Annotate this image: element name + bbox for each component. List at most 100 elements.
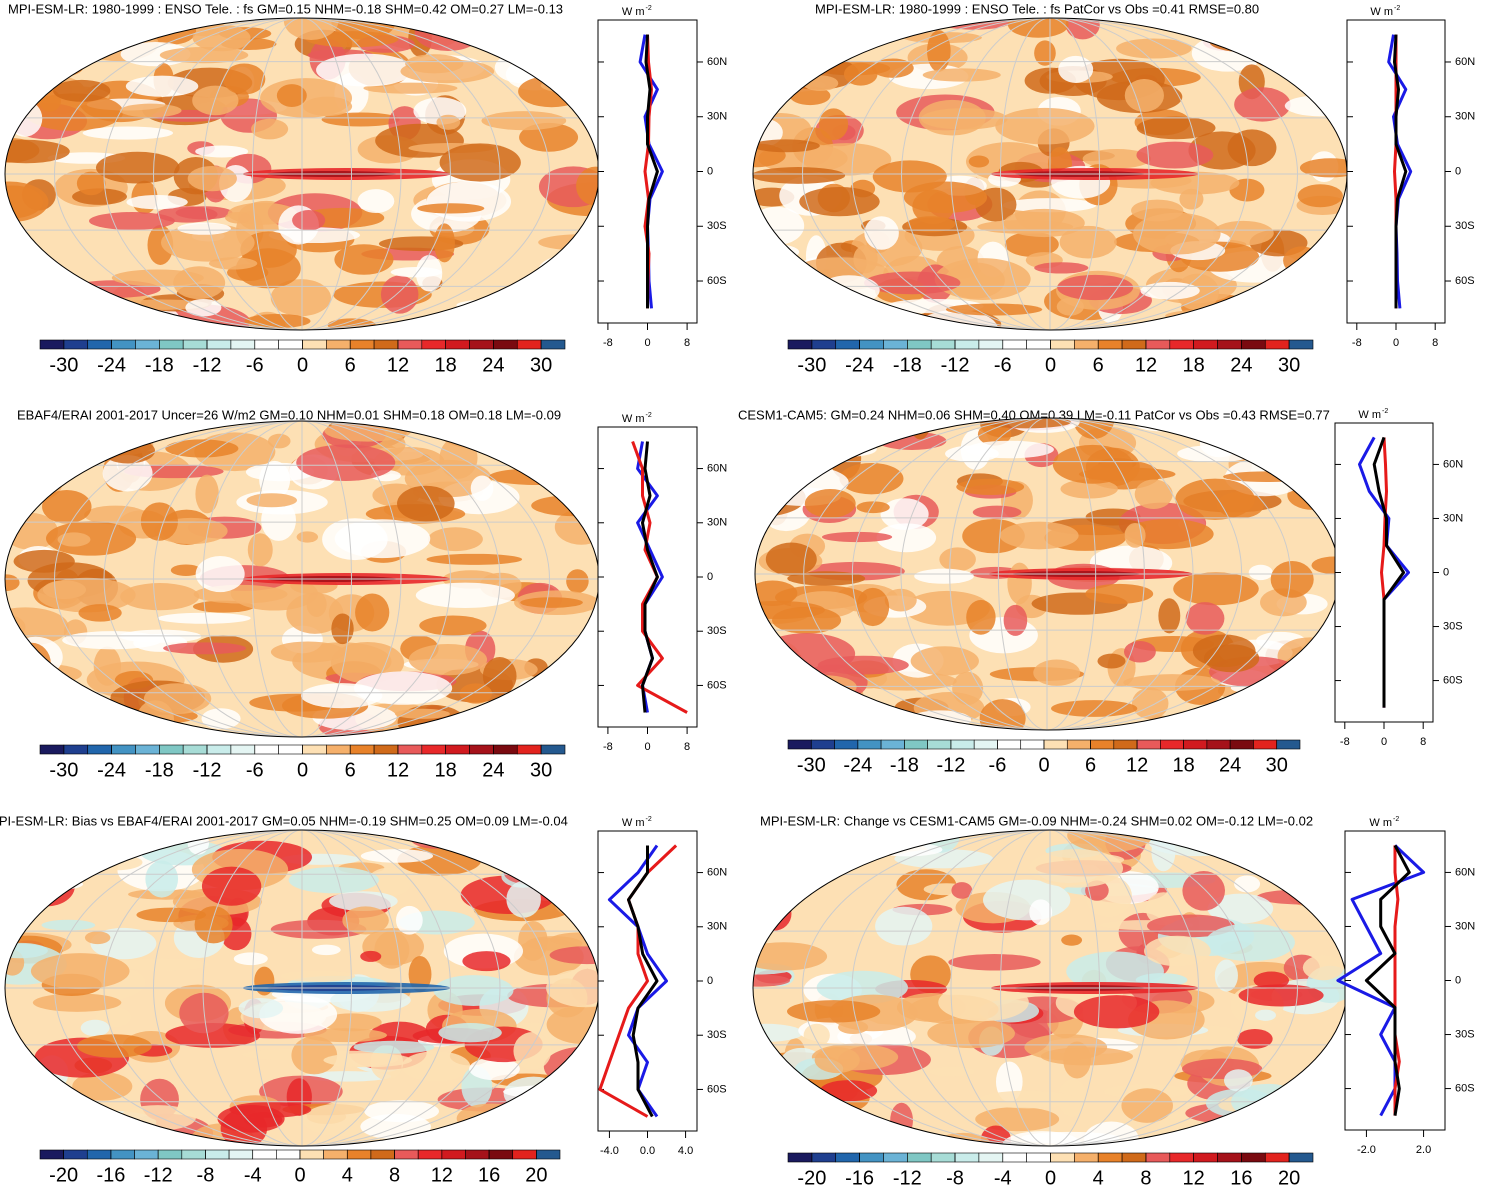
map-blob <box>5 185 43 219</box>
map-blob <box>512 18 560 42</box>
map-blob <box>1148 830 1244 857</box>
map-blob <box>267 433 291 449</box>
map-blob <box>433 975 514 1006</box>
graticule <box>54 421 550 737</box>
unit-label: W m <box>1370 6 1393 18</box>
map-blob <box>157 612 251 624</box>
map-blob <box>753 911 771 927</box>
colorbar-label: 12 <box>1135 354 1157 376</box>
map-blob <box>419 615 487 636</box>
map-blob <box>201 866 262 906</box>
y-tick-label: 0 <box>707 571 713 583</box>
map-blob <box>927 1018 1015 1049</box>
map-blob <box>436 114 461 130</box>
colorbar-box <box>182 744 208 755</box>
map-blob <box>195 474 219 514</box>
map-blob <box>44 678 77 720</box>
map-blob <box>786 663 814 685</box>
map-blob <box>456 1103 527 1134</box>
map-blob <box>187 165 237 192</box>
map <box>5 421 599 737</box>
colorbar-box <box>1183 739 1208 750</box>
map-blob <box>799 186 880 217</box>
map-blob <box>329 891 398 912</box>
map-blob <box>755 674 780 696</box>
map-blob <box>95 151 180 184</box>
map-blob <box>192 85 239 116</box>
map-blob <box>802 143 892 176</box>
colorbar-label: -20 <box>797 1167 826 1187</box>
map-blob <box>57 532 91 547</box>
colorbar-box <box>159 339 184 350</box>
map-blob <box>762 447 831 459</box>
map-blob <box>966 599 996 635</box>
colorbar-box <box>465 1149 490 1160</box>
colorbar-box <box>157 1149 183 1160</box>
colorbar-label: -8 <box>946 1167 964 1187</box>
map-blob <box>380 727 425 737</box>
colorbar-box <box>394 1149 419 1160</box>
colorbar-label: -18 <box>145 759 174 781</box>
colorbar-box <box>907 1152 932 1163</box>
map-blob <box>790 675 857 699</box>
panel: EBAF4/ERAI 2001-2017 Uncer=26 W/m2 GM=0.… <box>4 407 727 781</box>
map-blob <box>951 882 973 899</box>
map-blob <box>120 583 200 611</box>
map-blob <box>939 547 976 572</box>
x-tick-label: -8 <box>1352 337 1362 349</box>
map-blob <box>145 860 179 898</box>
y-tick-label: 60N <box>707 56 727 68</box>
map-blob <box>1277 637 1339 676</box>
colorbar-label: 8 <box>389 1164 400 1186</box>
map-blob <box>875 906 933 946</box>
colorbar-box <box>373 744 399 755</box>
colorbar-box <box>516 744 542 755</box>
map-blob <box>459 683 493 704</box>
map-blob <box>426 181 512 222</box>
map-blob <box>195 145 249 158</box>
y-tick-label: 30N <box>1455 920 1475 932</box>
map-blob <box>1136 141 1214 169</box>
colorbar-label: -30 <box>797 354 826 376</box>
colorbar-label: 12 <box>387 759 409 781</box>
map-blob <box>968 155 990 168</box>
y-tick-label: 60S <box>707 275 727 287</box>
panel-title: EBAF4/ERAI 2001-2017 Uncer=26 W/m2 GM=0.… <box>17 407 561 422</box>
graticule <box>997 418 1097 730</box>
colorbar-label: 0 <box>1045 354 1056 376</box>
map-blob <box>506 880 541 918</box>
map-blob <box>529 277 599 294</box>
map-blob <box>426 553 523 565</box>
map-blob <box>363 82 458 94</box>
y-tick-label: 60S <box>707 1083 727 1095</box>
map-blob <box>42 489 92 524</box>
map-blob <box>170 564 202 576</box>
panel: CESM1-CAM5: GM=0.24 NHM=0.06 SHM=0.40 OM… <box>738 407 1463 776</box>
graticule <box>54 18 550 330</box>
map-blob <box>1136 116 1216 140</box>
map-blob <box>408 644 488 676</box>
unit-label: W m <box>622 413 645 425</box>
map-blob <box>238 997 284 1019</box>
map-blob <box>519 306 585 322</box>
map-blob <box>1004 231 1059 257</box>
colorbar-box <box>206 339 232 350</box>
colorbar-label: -24 <box>843 754 872 776</box>
colorbar-box <box>493 339 518 350</box>
map-blob <box>753 831 835 861</box>
x-tick-label: 0 <box>644 741 650 753</box>
colorbar-box <box>469 744 494 755</box>
colorbar-box <box>1253 739 1278 750</box>
graticule <box>252 421 352 737</box>
map-blob <box>518 921 548 961</box>
map <box>755 418 1339 730</box>
colorbar-label: 24 <box>1219 754 1241 776</box>
colorbar-box <box>1145 339 1171 350</box>
colorbar-label: 18 <box>1183 354 1205 376</box>
colorbar-box <box>254 339 279 350</box>
map-blob <box>1234 87 1291 122</box>
map <box>5 18 599 330</box>
y-tick-label: 30S <box>1455 220 1475 232</box>
panel-title: MPI-ESM-LR: Change vs CESM1-CAM5 GM=-0.0… <box>760 813 1313 828</box>
